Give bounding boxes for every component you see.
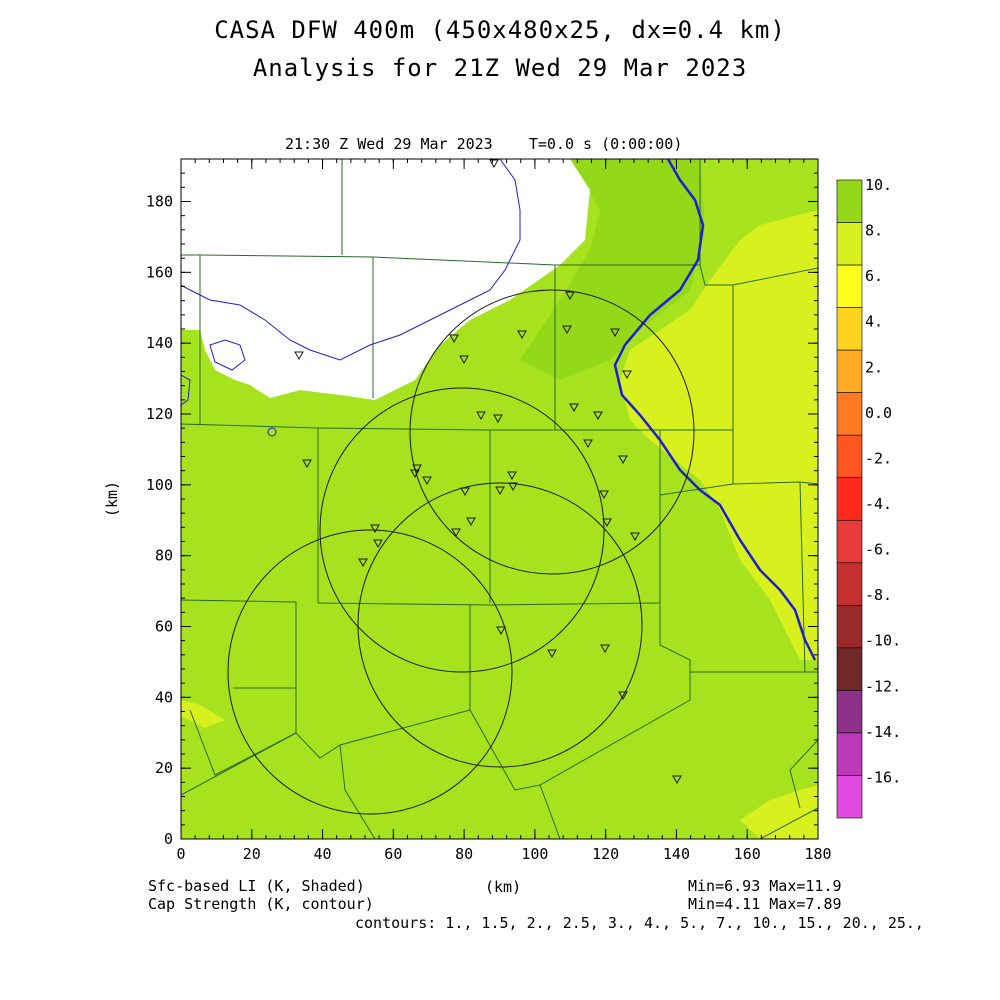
colorbar-label: -6. (865, 541, 892, 559)
colorbar-swatch (836, 434, 863, 479)
y-tick-label: 120 (146, 405, 173, 423)
y-tick-label: 80 (155, 547, 173, 565)
x-tick-label: 140 (663, 845, 690, 863)
station-markers (294, 159, 682, 785)
colorbar-label: 10. (865, 176, 892, 194)
contour-field-label: Cap Strength (K, contour) (148, 895, 374, 913)
colorbar-swatch (836, 349, 863, 393)
y-tick-label: 160 (146, 263, 173, 281)
axis-ticks (180, 158, 819, 840)
colorbar-swatch (836, 264, 863, 308)
x-tick-label: 80 (455, 845, 473, 863)
title-line-2: Analysis for 21Z Wed 29 Mar 2023 (252, 54, 748, 82)
colorbar-label: -8. (865, 586, 892, 604)
y-tick-label: 20 (155, 759, 173, 777)
colorbar-swatch (836, 690, 863, 734)
li-field-low-se (740, 785, 818, 839)
colorbar-swatch (836, 562, 863, 606)
colorbar-label: -2. (865, 449, 892, 467)
y-axis-label: (km) (103, 480, 122, 518)
colorbar-label: -4. (865, 495, 892, 513)
colorbar-label: -12. (865, 677, 901, 695)
colorbar-labels: 10. 8. 6. 4. 2. 0.0 -2. -4. -6. -8. -10. -12. -14. -1… (865, 176, 901, 786)
shaded-stats: Min=6.93 Max=11.9 (688, 877, 842, 895)
colorbar-swatch (836, 392, 863, 436)
colorbar-swatch (836, 519, 863, 564)
colorbar-label: 0.0 (865, 404, 892, 422)
colorbar-swatch (836, 222, 863, 266)
colorbar-label: 8. (865, 222, 883, 240)
y-tick-label: 100 (146, 476, 173, 494)
y-tick-label: 60 (155, 618, 173, 636)
colorbar-label: 2. (865, 358, 883, 376)
x-tick-label: 20 (243, 845, 261, 863)
radar-range-rings (227, 289, 695, 815)
rivers (181, 159, 817, 661)
y-tick-label: 0 (164, 830, 173, 848)
colorbar-swatch (836, 307, 863, 351)
colorbar-label: -10. (865, 632, 901, 650)
contour-levels: contours: 1., 1.5, 2., 2.5, 3., 4., 5., … (355, 914, 924, 932)
y-tick-label: 140 (146, 334, 173, 352)
x-tick-label: 180 (804, 845, 831, 863)
x-tick-label: 60 (384, 845, 402, 863)
li-field-low-sw (181, 700, 225, 728)
colorbar-label: -14. (865, 723, 901, 741)
map-plot (181, 159, 818, 839)
x-axis-label: (km) (485, 878, 522, 896)
y-tick-labels: 0 20 40 60 80 100 120 140 160 180 (146, 193, 173, 849)
colorbar-label: 4. (865, 313, 883, 331)
valid-time: 21:30 Z Wed 29 Mar 2023 T=0.0 s (0:00:00… (285, 135, 683, 153)
y-tick-label: 180 (146, 193, 173, 211)
colorbar-label: -16. (865, 768, 901, 786)
contour-stats: Min=4.11 Max=7.89 (688, 895, 842, 913)
colorbar (836, 179, 863, 819)
colorbar-swatch (836, 775, 863, 819)
colorbar-swatch (836, 477, 863, 521)
x-tick-label: 0 (176, 845, 185, 863)
li-field-low (620, 210, 818, 660)
colorbar-swatch (836, 732, 863, 776)
x-tick-label: 40 (314, 845, 332, 863)
shaded-field-label: Sfc-based LI (K, Shaded) (148, 877, 365, 895)
y-tick-label: 40 (155, 688, 173, 706)
x-tick-labels: 0 20 40 60 80 100 120 140 160 180 (176, 845, 831, 863)
missing-data-region (181, 159, 590, 400)
county-lines (181, 159, 818, 839)
colorbar-swatch (836, 647, 863, 691)
colorbar-swatch (836, 179, 863, 223)
x-tick-label: 160 (734, 845, 761, 863)
li-field-high (520, 159, 705, 380)
x-tick-label: 100 (521, 845, 548, 863)
title-line-1: CASA DFW 400m (450x480x25, dx=0.4 km) (214, 16, 786, 44)
colorbar-swatch (836, 605, 863, 649)
colorbar-label: 6. (865, 267, 883, 285)
x-tick-label: 120 (592, 845, 619, 863)
